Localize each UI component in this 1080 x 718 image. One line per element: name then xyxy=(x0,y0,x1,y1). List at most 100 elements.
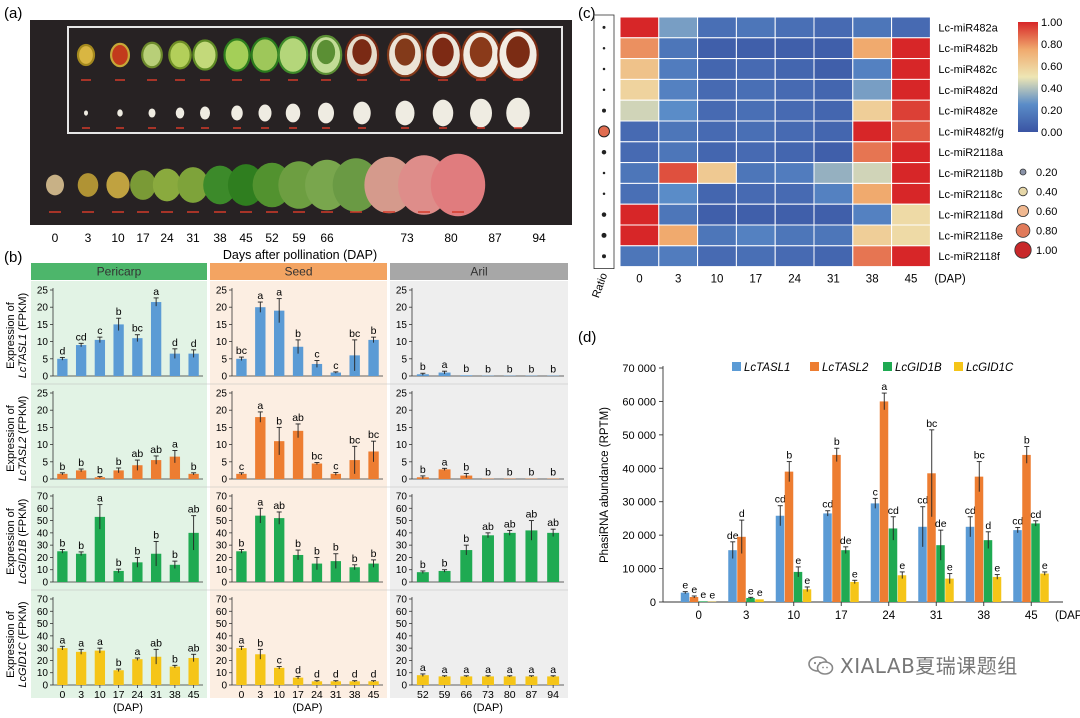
y-tick-label: 20 xyxy=(37,553,49,564)
bar xyxy=(75,470,87,479)
heatmap-cell xyxy=(852,162,893,184)
heatmap-cell xyxy=(891,58,931,80)
x-tick-label: 31 xyxy=(150,689,162,701)
significance-letter: c xyxy=(873,486,878,498)
y-tick-label: 25 xyxy=(216,389,228,400)
bar xyxy=(368,339,379,376)
significance-letter: cd xyxy=(888,505,899,517)
legend-label: LcTASL2 xyxy=(822,362,869,374)
heatmap-cell xyxy=(619,182,660,205)
bar xyxy=(870,503,880,602)
x-tick-label: 3 xyxy=(78,689,84,701)
x-tick-label: 45 xyxy=(1025,610,1038,622)
bar xyxy=(983,540,993,602)
watermark: XIALAB夏瑞课题组 xyxy=(808,650,1018,679)
significance-letter: ab xyxy=(504,518,516,530)
tissue-header xyxy=(210,263,387,280)
y-tick-label: 0 xyxy=(401,578,407,589)
whole-fruit xyxy=(46,174,64,196)
y-tick-label: 0 xyxy=(401,372,407,383)
bar xyxy=(936,545,945,602)
aril-specimen xyxy=(175,107,185,119)
significance-letter: b xyxy=(485,364,491,376)
significance-letter: e xyxy=(700,589,706,601)
significance-letter: bc xyxy=(974,450,985,462)
heatmap-cell xyxy=(774,182,815,205)
panel-a-label: (a) xyxy=(4,5,22,22)
y-axis-label-gene: LcGID1B (FPKM) xyxy=(17,499,29,585)
y-tick-label: 10 xyxy=(396,565,408,576)
y-tick-label: 50 xyxy=(396,516,408,527)
significance-letter: b xyxy=(276,415,282,427)
bar xyxy=(311,363,323,376)
significance-letter: c xyxy=(333,360,338,372)
size-legend-label: 0.20 xyxy=(1036,167,1057,179)
y-tick-label: 30 xyxy=(216,541,228,552)
y-tick-label: 10 xyxy=(396,337,408,348)
significance-letter: a xyxy=(550,664,556,676)
significance-letter: d xyxy=(295,664,301,676)
bar xyxy=(113,470,124,479)
significance-letter: c xyxy=(314,349,319,361)
heatmap-cell xyxy=(658,58,699,80)
significance-letter: d xyxy=(59,345,65,357)
fruit-seed xyxy=(432,37,454,67)
significance-letter: c xyxy=(97,325,102,337)
colorbar-tick-label: 0.00 xyxy=(1041,127,1062,139)
significance-letter: b xyxy=(529,467,535,479)
bar xyxy=(460,550,473,582)
significance-letter: b xyxy=(59,537,65,549)
significance-letter: b xyxy=(550,364,556,376)
significance-letter: b xyxy=(134,545,140,557)
bar xyxy=(94,477,106,479)
heatmap-cell xyxy=(735,203,776,226)
aril-specimen xyxy=(117,109,123,117)
heatmap-cell xyxy=(735,78,776,101)
legend-swatch xyxy=(810,362,819,371)
bar xyxy=(482,676,494,685)
y-tick-label: 20 xyxy=(37,303,49,314)
significance-letter: ab xyxy=(150,637,162,649)
significance-letter: a xyxy=(507,664,513,676)
heatmap-cell xyxy=(852,245,893,268)
bar xyxy=(416,572,429,582)
bar xyxy=(802,589,812,602)
heatmap-cell xyxy=(852,203,893,226)
y-axis-label-gene: LcTASL2 (FPKM) xyxy=(17,396,29,481)
size-legend-dot xyxy=(1015,223,1031,238)
whole-fruit xyxy=(130,170,156,200)
significance-letter: d xyxy=(191,338,197,350)
x-tick-label: 73 xyxy=(482,689,494,701)
heatmap-cell xyxy=(619,245,660,268)
ratio-dot xyxy=(602,254,606,259)
ratio-dot xyxy=(602,25,606,29)
bar xyxy=(746,597,755,602)
y-tick-label: 5 xyxy=(42,457,48,468)
aril-specimen xyxy=(231,105,243,121)
panel-d: (d) LcTASL1 LcTASL2 LcGID1B LcGID1C PhasiRNA… xyxy=(578,329,1080,622)
y-tick-label: 30 xyxy=(37,644,49,655)
bar xyxy=(150,553,162,582)
ratio-dot xyxy=(601,149,607,155)
y-tick-label: 10 xyxy=(216,668,228,679)
significance-letter: b xyxy=(1024,435,1030,447)
heatmap-cell xyxy=(774,58,815,80)
ratio-column-frame xyxy=(593,14,615,270)
heatmap-cell xyxy=(697,16,737,39)
significance-letter: a xyxy=(97,636,103,648)
bar xyxy=(850,581,859,602)
days-axis: 0 3 10 17 24 31 38 45 52 59 66 73 80 87 94 xyxy=(52,231,546,245)
heatmap-cell xyxy=(891,245,931,268)
significance-letter: b xyxy=(786,450,792,462)
day-label: 73 xyxy=(400,231,414,245)
y-tick-label: 30 xyxy=(396,644,408,655)
y-tick-label: 60 xyxy=(396,504,408,515)
y-tick-label: 0 xyxy=(401,475,407,486)
size-legend-label: 0.40 xyxy=(1036,187,1057,199)
significance-letter: b xyxy=(153,529,159,541)
heatmap-col-label: 38 xyxy=(866,274,879,286)
significance-letter: a xyxy=(420,662,426,674)
fruit-seed xyxy=(352,39,372,65)
x-tick-label: 66 xyxy=(460,689,472,701)
